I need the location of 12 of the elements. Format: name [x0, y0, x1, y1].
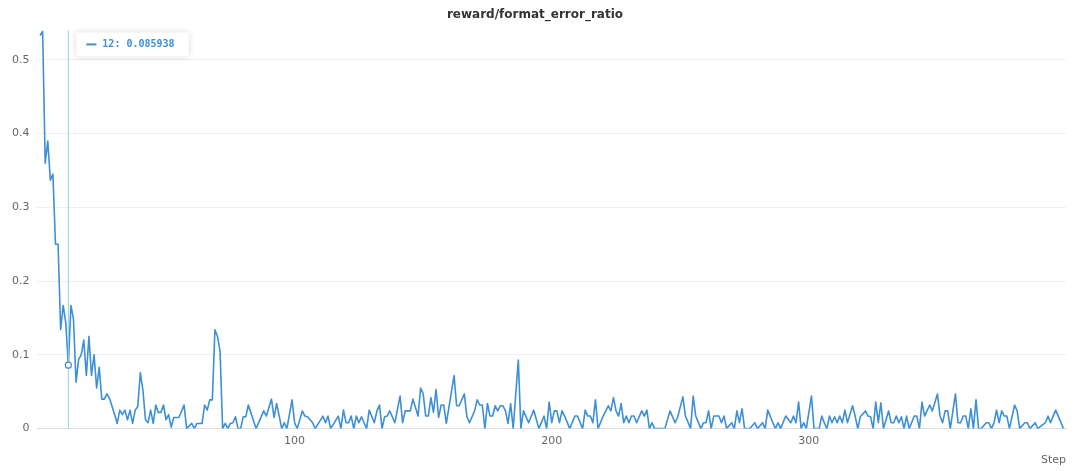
chart-title: reward/format_error_ratio	[446, 7, 624, 23]
y-tick-label: 0.3	[11, 200, 30, 214]
y-tick-label: 0.2	[11, 273, 30, 287]
x-tick-label: 300	[798, 434, 820, 448]
y-tick-label: 0.5	[11, 52, 30, 66]
y-tick-label: 0.1	[11, 347, 30, 361]
annotation: 12: 0.085938	[102, 37, 175, 49]
x-tick-label: 200	[541, 434, 563, 448]
x-tick-label: 100	[284, 434, 306, 448]
x-axis-title: Step	[1040, 453, 1067, 467]
y-tick-label: 0	[22, 421, 30, 435]
y-tick-label: 0.4	[11, 126, 30, 140]
